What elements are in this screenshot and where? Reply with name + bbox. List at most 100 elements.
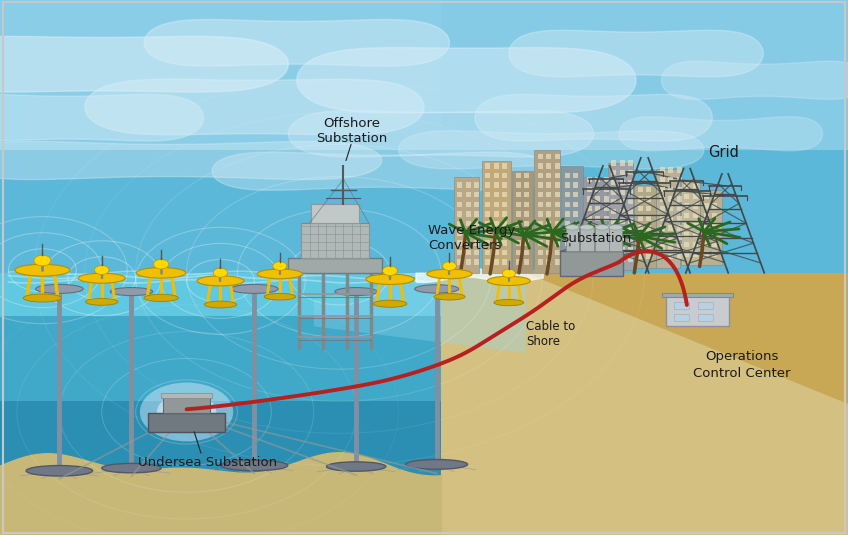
Polygon shape	[297, 48, 636, 113]
Bar	[611, 170, 616, 175]
Ellipse shape	[231, 285, 278, 293]
Bar	[555, 163, 560, 169]
Bar	[524, 250, 529, 255]
Ellipse shape	[197, 276, 244, 286]
Bar	[524, 240, 529, 246]
Bar	[555, 154, 560, 159]
Bar	[502, 202, 507, 207]
Bar	[516, 182, 521, 188]
Bar	[704, 251, 709, 257]
Bar	[524, 173, 529, 178]
Bar	[573, 259, 578, 265]
Bar	[620, 180, 625, 185]
Bar	[485, 250, 490, 255]
Bar	[712, 251, 717, 257]
Bar	[684, 251, 689, 257]
Bar	[704, 203, 709, 209]
Bar	[485, 211, 490, 217]
Bar	[538, 202, 543, 207]
Bar	[466, 231, 471, 236]
Bar	[466, 192, 471, 197]
Bar	[638, 235, 643, 240]
Bar	[516, 221, 521, 226]
Bar	[485, 173, 490, 178]
Bar	[457, 202, 462, 207]
Bar	[628, 218, 633, 224]
Bar	[620, 257, 625, 262]
Bar	[604, 206, 609, 211]
Bar	[546, 173, 551, 178]
Bar	[466, 250, 471, 255]
Bar	[666, 295, 729, 326]
Bar	[565, 231, 570, 236]
Bar	[677, 254, 682, 259]
Bar	[595, 227, 609, 251]
Bar	[474, 221, 479, 226]
Bar	[524, 259, 529, 265]
Bar	[611, 238, 616, 243]
Bar	[704, 213, 709, 218]
Bar	[595, 177, 600, 182]
Bar	[546, 163, 551, 169]
Ellipse shape	[335, 288, 377, 296]
Bar	[660, 196, 665, 202]
Bar	[555, 182, 560, 188]
Bar	[494, 211, 499, 217]
Bar	[620, 238, 625, 243]
Bar	[634, 185, 656, 268]
Bar	[628, 189, 633, 195]
Text: Wave Energy
Converters: Wave Energy Converters	[428, 224, 516, 252]
Ellipse shape	[102, 463, 161, 473]
Bar	[620, 247, 625, 253]
Bar	[148, 413, 225, 432]
Ellipse shape	[488, 276, 530, 286]
Bar	[595, 187, 600, 192]
Polygon shape	[441, 0, 848, 150]
Bar	[560, 251, 623, 276]
Bar	[662, 293, 733, 297]
Bar	[646, 206, 651, 211]
Bar	[668, 206, 673, 211]
Bar	[466, 221, 471, 226]
Bar	[587, 244, 592, 250]
Bar	[565, 173, 570, 178]
Polygon shape	[288, 110, 594, 157]
Polygon shape	[441, 0, 848, 273]
Bar	[587, 235, 592, 240]
Bar	[516, 231, 521, 236]
Bar	[587, 177, 592, 182]
Bar	[677, 216, 682, 221]
Bar	[611, 199, 616, 204]
Bar	[628, 160, 633, 166]
Bar	[555, 231, 560, 236]
Bar	[668, 167, 673, 173]
Bar	[482, 160, 511, 273]
Bar	[474, 182, 479, 188]
Bar	[502, 163, 507, 169]
Bar	[712, 223, 717, 228]
Bar	[516, 259, 521, 265]
Bar	[638, 254, 643, 259]
Bar	[494, 259, 499, 265]
Bar	[704, 232, 709, 238]
Bar	[474, 192, 479, 197]
Bar	[502, 231, 507, 236]
Bar	[546, 250, 551, 255]
Bar	[681, 179, 700, 265]
Bar	[684, 242, 689, 247]
Bar	[485, 163, 490, 169]
Bar	[677, 167, 682, 173]
Bar	[668, 235, 673, 240]
Bar	[502, 259, 507, 265]
Bar	[646, 244, 651, 250]
Bar	[595, 244, 600, 250]
Bar	[573, 192, 578, 197]
Bar	[546, 231, 551, 236]
Ellipse shape	[365, 274, 415, 285]
Bar	[555, 221, 560, 226]
Bar	[466, 202, 471, 207]
Bar	[693, 242, 698, 247]
Polygon shape	[0, 141, 382, 180]
Bar	[524, 231, 529, 236]
Bar	[565, 182, 570, 188]
